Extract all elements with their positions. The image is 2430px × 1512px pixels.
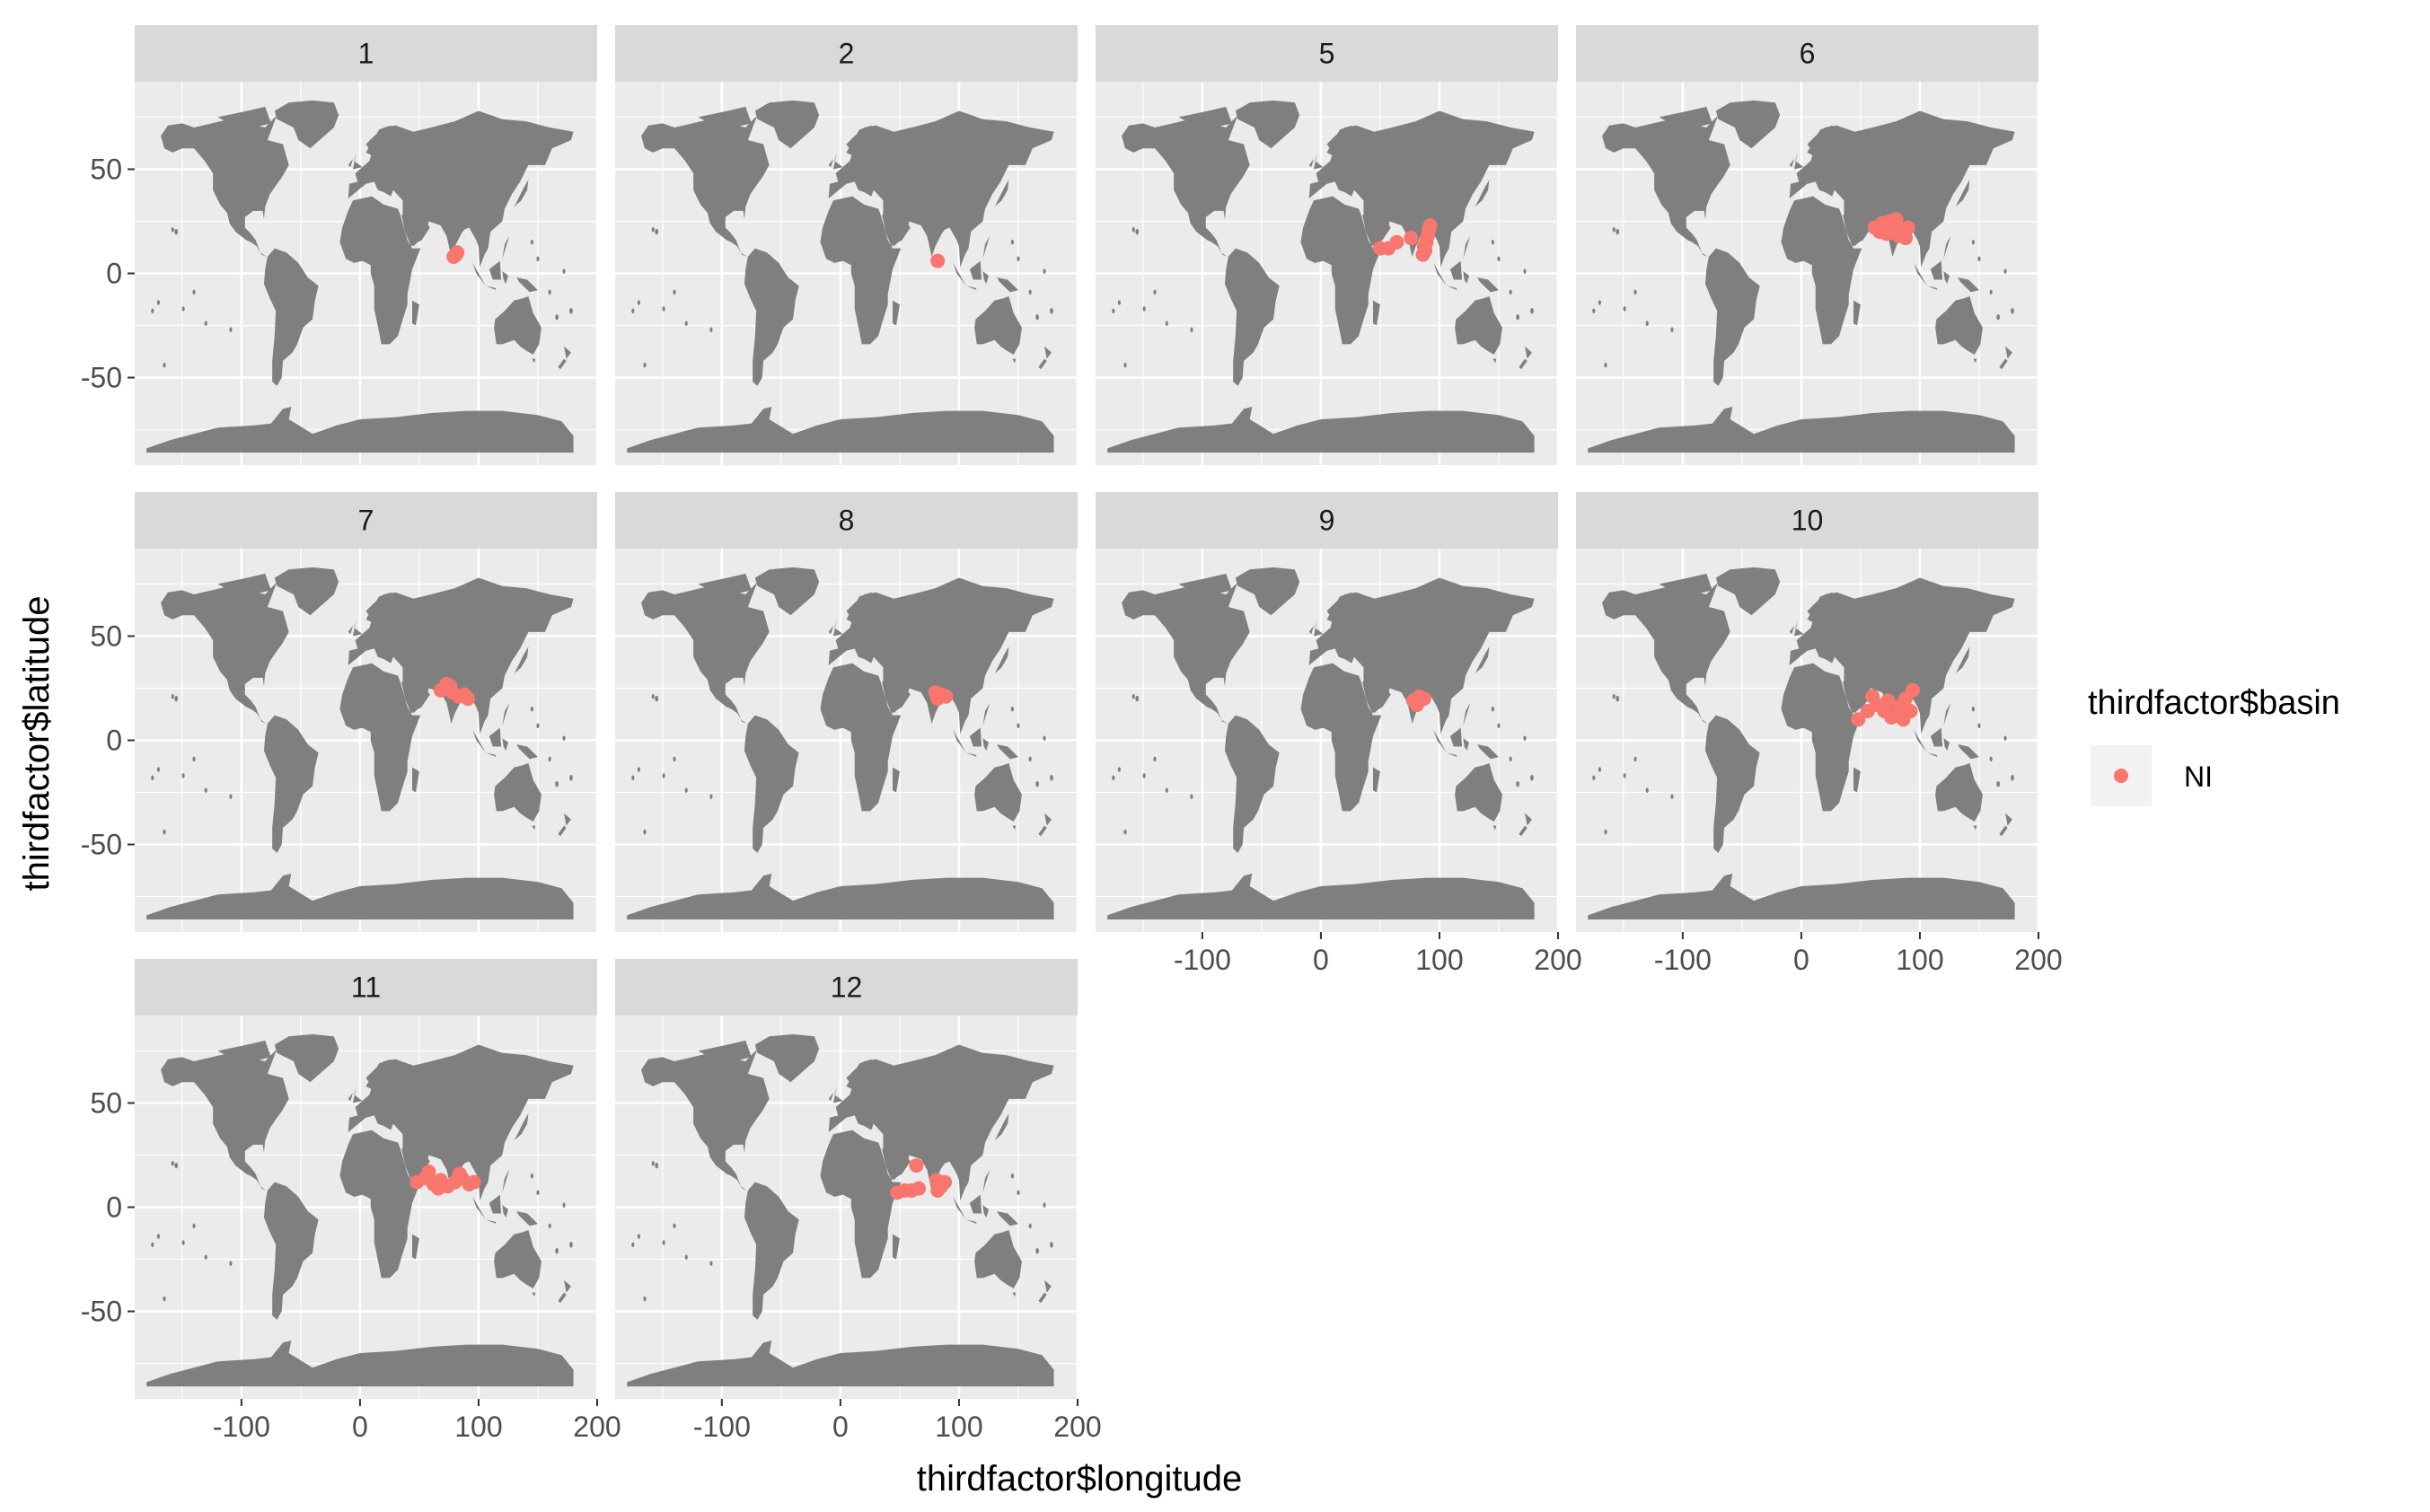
y-tick-label: 0 <box>106 1191 122 1224</box>
legend-label: NI <box>2184 760 2213 793</box>
legend-key-point <box>2114 769 2128 783</box>
data-point <box>930 1182 946 1198</box>
facet-panel-5: 5 <box>1096 25 1560 465</box>
facet-strip-label: 8 <box>839 505 855 537</box>
x-tick-label: -100 <box>1654 944 1712 976</box>
data-point <box>466 1174 481 1190</box>
x-tick-label: -100 <box>1174 944 1231 976</box>
x-tick-label: 200 <box>1534 944 1581 976</box>
y-tick-label: 0 <box>106 725 122 757</box>
data-point <box>1884 709 1899 725</box>
facet-strip <box>615 492 1078 549</box>
data-point <box>1874 215 1889 231</box>
data-point <box>1389 234 1404 250</box>
data-point <box>1898 231 1914 246</box>
facet-panel-9: 9 -100 0 100 200 <box>1096 492 1582 976</box>
x-tick-label: 0 <box>1313 944 1329 976</box>
facet-strip-label: 6 <box>1800 38 1816 70</box>
facet-strip <box>1576 492 2038 549</box>
data-point <box>443 679 458 694</box>
data-point <box>1415 247 1431 262</box>
data-point <box>452 1166 467 1182</box>
data-point <box>450 245 465 260</box>
facet-panel-11: 11 -50 0 50 -100 0 100 200 <box>81 959 621 1443</box>
facet-panel-1: 1 -50 0 50 <box>81 25 599 465</box>
x-tick-label: 0 <box>352 1411 368 1443</box>
facet-strip-label: 5 <box>1319 38 1335 70</box>
facet-panel-10: 10 -100 0 100 200 <box>1576 492 2063 976</box>
facet-strip <box>135 25 597 82</box>
legend-title: thirdfactor$basin <box>2088 684 2340 722</box>
y-tick-label: 0 <box>106 258 122 290</box>
facet-strip <box>1576 25 2038 82</box>
data-point <box>930 691 946 707</box>
facet-strip-label: 2 <box>839 38 855 70</box>
data-point <box>1906 682 1921 698</box>
data-point <box>1851 712 1866 727</box>
facet-panel-12: 12 -100 0 100 200 <box>615 959 1102 1443</box>
x-tick-label: 100 <box>454 1411 502 1443</box>
data-point <box>1865 689 1880 704</box>
facet-strip-label: 9 <box>1319 505 1335 537</box>
x-tick-label: 100 <box>1415 944 1463 976</box>
facet-strip-label: 10 <box>1792 505 1824 537</box>
x-tick-label: 0 <box>1793 944 1809 976</box>
x-tick-label: 200 <box>2014 944 2062 976</box>
facet-strip-label: 7 <box>358 505 374 537</box>
facet-panel-7: 7 -50 0 50 <box>81 492 599 932</box>
y-tick-label: 50 <box>90 1086 122 1119</box>
facet-strip-label: 11 <box>351 971 381 1004</box>
data-point <box>421 1165 436 1180</box>
facet-panel-8: 8 <box>615 492 1079 932</box>
y-tick-label: -50 <box>81 829 122 861</box>
data-point <box>930 253 946 268</box>
facet-strip <box>135 492 597 549</box>
data-point <box>461 691 476 707</box>
facet-strip <box>1096 25 1558 82</box>
x-tick-label: -100 <box>693 1411 751 1443</box>
y-axis-title: thirdfactor$latitude <box>17 595 57 891</box>
y-tick-label: -50 <box>81 1296 122 1328</box>
facet-strip <box>1096 492 1558 549</box>
legend: thirdfactor$basin NI <box>2088 684 2340 806</box>
x-axis-title: thirdfactor$longitude <box>917 1459 1242 1499</box>
data-point <box>909 1158 924 1174</box>
x-tick-label: 0 <box>832 1411 849 1443</box>
data-point <box>911 1181 927 1196</box>
facet-strip-label: 1 <box>358 38 374 70</box>
data-point <box>1896 712 1911 727</box>
x-tick-label: -100 <box>213 1411 270 1443</box>
facet-panel-6: 6 <box>1576 25 2040 465</box>
data-point <box>1880 693 1896 708</box>
y-tick-label: 50 <box>90 153 122 185</box>
data-point <box>1409 698 1424 713</box>
x-tick-label: 200 <box>1053 1411 1101 1443</box>
facet-strip <box>615 25 1078 82</box>
data-point <box>1422 218 1438 233</box>
data-point <box>1404 231 1419 246</box>
facet-panel-2: 2 <box>615 25 1079 465</box>
data-point <box>1889 212 1904 227</box>
y-tick-label: 50 <box>90 620 122 652</box>
y-tick-label: -50 <box>81 362 122 394</box>
x-tick-label: 100 <box>935 1411 982 1443</box>
facet-strip <box>615 959 1078 1015</box>
facet-strip-label: 12 <box>831 971 863 1004</box>
x-tick-label: 200 <box>573 1411 621 1443</box>
x-tick-label: 100 <box>1896 944 1943 976</box>
facet-strip <box>135 959 597 1015</box>
data-point <box>431 1181 446 1196</box>
